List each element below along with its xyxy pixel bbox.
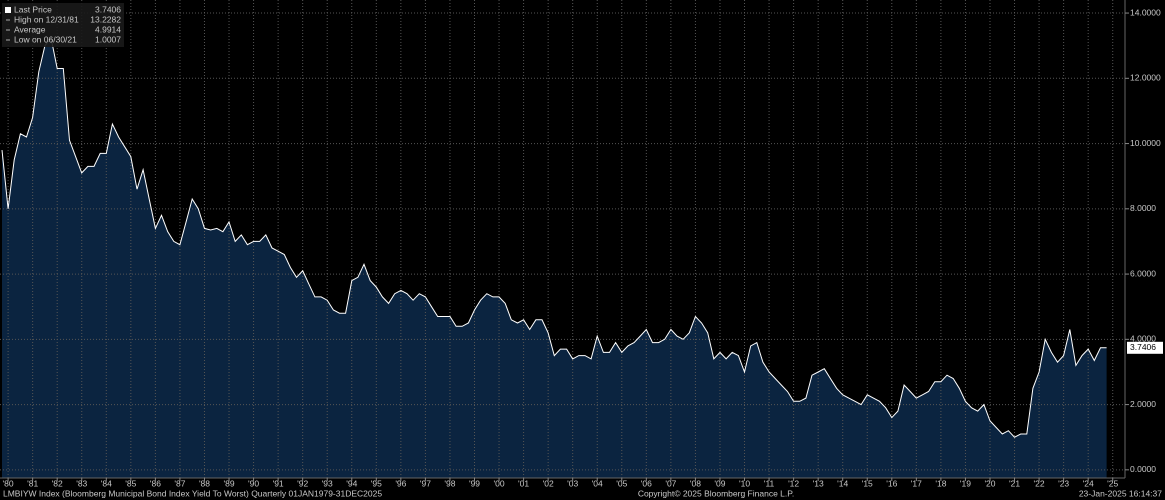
x-tick-label: '23 — [1058, 478, 1069, 488]
legend-box — [2, 3, 124, 47]
y-tick-label: 0.0000 — [1130, 464, 1156, 474]
x-tick-label: '97 — [420, 478, 431, 488]
x-tick-label: '85 — [125, 478, 136, 488]
x-tick-label: '17 — [911, 478, 922, 488]
x-tick-label: '04 — [592, 478, 603, 488]
footer-timestamp: 23-Jan-2025 16:14:37 — [1079, 488, 1162, 498]
x-tick-label: '13 — [813, 478, 824, 488]
last-price-label: 3.7406 — [1130, 342, 1156, 352]
x-tick-label: '09 — [714, 478, 725, 488]
x-tick-label: '83 — [76, 478, 87, 488]
x-tick-label: '96 — [395, 478, 406, 488]
legend: Last Price 3.7406 High on 12/31/81 13.2282 A… — [5, 4, 121, 44]
x-tick-label: '21 — [1009, 478, 1020, 488]
legend-label: Low on 06/30/21 — [14, 34, 77, 44]
x-tick-label: '25 — [1107, 478, 1118, 488]
x-tick-label: '86 — [150, 478, 161, 488]
x-tick-label: '90 — [248, 478, 259, 488]
x-tick-label: '84 — [101, 478, 112, 488]
legend-value: 4.9914 — [95, 24, 121, 34]
legend-value: 3.7406 — [95, 4, 121, 14]
x-tick-label: '22 — [1034, 478, 1045, 488]
area-fill — [2, 38, 1107, 478]
y-tick-label: 8.0000 — [1130, 203, 1156, 213]
x-tick-label: '81 — [27, 478, 38, 488]
x-tick-label: '93 — [322, 478, 333, 488]
y-tick-label: 10.0000 — [1130, 138, 1161, 148]
x-tick-label: '03 — [567, 478, 578, 488]
x-tick-label: '06 — [641, 478, 652, 488]
legend-label: Last Price — [14, 4, 52, 14]
x-tick-label: '80 — [3, 478, 14, 488]
legend-swatch — [5, 7, 11, 13]
x-tick-label: '00 — [494, 478, 505, 488]
x-tick-label: '10 — [739, 478, 750, 488]
x-tick-label: '01 — [518, 478, 529, 488]
y-tick-label: 2.0000 — [1130, 399, 1156, 409]
legend-label: Average — [14, 24, 46, 34]
x-tick-label: '99 — [469, 478, 480, 488]
x-tick-label: '07 — [665, 478, 676, 488]
footer-description: LMBIYW Index (Bloomberg Municipal Bond I… — [3, 488, 382, 498]
x-tick-label: '08 — [690, 478, 701, 488]
x-tick-label: '91 — [273, 478, 284, 488]
y-tick-label: 12.0000 — [1130, 73, 1161, 83]
y-tick-label: 14.0000 — [1130, 7, 1161, 17]
x-tick-label: '94 — [346, 478, 357, 488]
x-tick-label: '15 — [862, 478, 873, 488]
legend-value: 13.2282 — [90, 14, 121, 24]
x-tick-label: '05 — [616, 478, 627, 488]
legend-label: High on 12/31/81 — [14, 14, 79, 24]
x-tick-label: '92 — [297, 478, 308, 488]
x-tick-label: '14 — [837, 478, 848, 488]
x-tick-label: '16 — [886, 478, 897, 488]
y-tick-label: 4.0000 — [1130, 334, 1156, 344]
x-tick-label: '11 — [764, 478, 775, 488]
legend-value: 1.0007 — [95, 34, 121, 44]
x-tick-label: '95 — [371, 478, 382, 488]
x-tick-label: '89 — [223, 478, 234, 488]
y-tick-label: 6.0000 — [1130, 268, 1156, 278]
x-tick-label: '20 — [984, 478, 995, 488]
x-tick-label: '19 — [960, 478, 971, 488]
footer-copyright: Copyright© 2025 Bloomberg Finance L.P. — [638, 488, 794, 498]
plot-area — [0, 0, 1125, 478]
x-tick-label: '18 — [935, 478, 946, 488]
x-tick-label: '88 — [199, 478, 210, 488]
last-price-tag — [1127, 341, 1163, 354]
line — [1, 37, 1107, 438]
x-tick-label: '82 — [52, 478, 63, 488]
x-tick-label: '12 — [788, 478, 799, 488]
x-tick-label: '24 — [1083, 478, 1094, 488]
x-tick-label: '98 — [444, 478, 455, 488]
x-tick-label: '87 — [174, 478, 185, 488]
x-tick-label: '02 — [543, 478, 554, 488]
